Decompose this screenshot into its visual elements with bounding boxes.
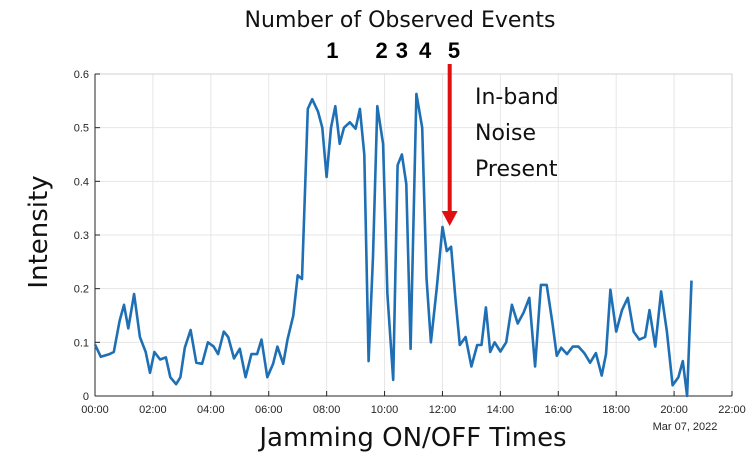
x-axis-label: Jamming ON/OFF Times [257,423,566,453]
axes [94,73,733,397]
annotation-line-3: Present [475,157,558,182]
x-tick-label: 18:00 [602,404,630,416]
series-line [93,92,693,398]
x-tick-label: 04:00 [197,404,225,416]
y-tick-label: 0 [83,391,89,403]
y-tick-label: 0.5 [74,123,89,135]
x-tick-label: 22:00 [718,404,746,416]
y-tick-label: 0.2 [74,284,89,296]
event-label-2: 2 [376,38,388,63]
chart-title: Number of Observed Events [245,8,556,33]
x-tick-label: 06:00 [255,404,283,416]
y-tick-label: 0.6 [74,69,89,81]
event-label-5: 5 [448,38,460,63]
x-tick-label: 00:00 [81,404,109,416]
y-tick-label: 0.1 [74,337,89,349]
y-tick-label: 0.4 [74,176,89,188]
x-tick-label: 08:00 [313,404,341,416]
event-label-1: 1 [326,38,338,63]
event-label-3: 3 [396,38,408,63]
annotation-line-1: In-band [475,85,559,110]
annotation-line-2: Noise [475,121,536,146]
y-axis-label: Intensity [24,175,54,288]
red-arrow [441,64,458,226]
y-tick-label: 0.3 [74,230,89,242]
date-label: Mar 07, 2022 [653,421,718,433]
x-tick-label: 12:00 [429,404,457,416]
event-label-4: 4 [419,38,432,63]
x-tick-label: 10:00 [371,404,399,416]
x-tick-label: 16:00 [545,404,573,416]
x-tick-label: 20:00 [660,404,688,416]
x-tick-label: 02:00 [139,404,167,416]
arrow-head [441,210,458,226]
x-tick-label: 14:00 [487,404,515,416]
y-tick-labels: 0 0.1 0.2 0.3 0.4 0.5 0.6 [74,69,89,403]
x-tick-labels: 00:00 02:00 04:00 06:00 08:00 10:00 12:00 14:00… [81,404,746,416]
